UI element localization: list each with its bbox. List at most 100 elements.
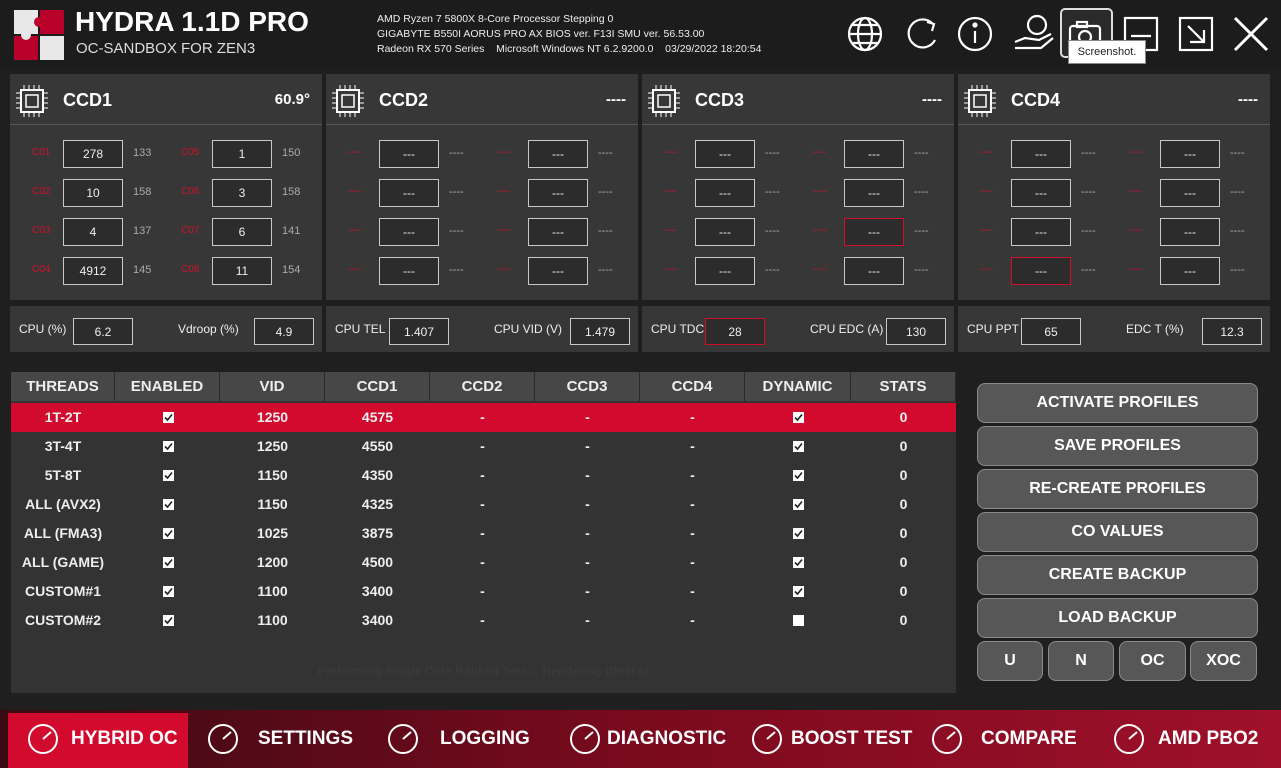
checkbox-cell[interactable]: [745, 490, 851, 519]
nav-item[interactable]: HYBRID OC: [71, 728, 178, 749]
core-value[interactable]: ---: [1011, 179, 1071, 207]
core-value[interactable]: 6: [212, 218, 272, 246]
core-value[interactable]: ---: [528, 257, 588, 285]
checkbox-checked[interactable]: [162, 557, 174, 568]
core-value[interactable]: ---: [379, 257, 439, 285]
checkbox-cell[interactable]: [115, 461, 220, 490]
stat-value[interactable]: 6.2: [73, 318, 133, 345]
stat-value[interactable]: 28: [705, 318, 765, 345]
core-value[interactable]: ---: [1160, 218, 1220, 246]
checkbox-cell[interactable]: [745, 577, 851, 606]
core-value[interactable]: ---: [695, 218, 755, 246]
core-value[interactable]: ---: [844, 140, 904, 168]
checkbox-cell[interactable]: [745, 432, 851, 461]
checkbox-cell[interactable]: [115, 490, 220, 519]
core-value[interactable]: ---: [528, 140, 588, 168]
core-value[interactable]: ---: [528, 218, 588, 246]
stat-value[interactable]: 1.407: [389, 318, 449, 345]
nav-item[interactable]: COMPARE: [981, 728, 1077, 749]
stat-value[interactable]: 12.3: [1202, 318, 1262, 345]
checkbox-cell[interactable]: [745, 606, 851, 635]
core-value[interactable]: ---: [844, 218, 904, 246]
core-value[interactable]: ---: [379, 179, 439, 207]
donate-icon[interactable]: [1014, 14, 1054, 50]
action-button[interactable]: RE-CREATE PROFILES: [977, 469, 1258, 509]
checkbox-cell[interactable]: [745, 461, 851, 490]
checkbox-checked[interactable]: [793, 441, 804, 452]
checkbox-checked[interactable]: [793, 586, 804, 597]
checkbox-checked[interactable]: [793, 470, 804, 481]
nav-item[interactable]: DIAGNOSTIC: [607, 728, 727, 749]
core-value[interactable]: ---: [1011, 257, 1071, 285]
nav-icon[interactable]: [930, 722, 964, 756]
checkbox-checked[interactable]: [162, 586, 174, 597]
nav-item[interactable]: SETTINGS: [258, 728, 354, 749]
checkbox-checked[interactable]: [793, 557, 804, 568]
stat-value[interactable]: 130: [886, 318, 946, 345]
mode-button[interactable]: N: [1048, 641, 1114, 681]
checkbox-checked[interactable]: [162, 470, 174, 481]
core-value[interactable]: ---: [1160, 257, 1220, 285]
action-button[interactable]: CO VALUES: [977, 512, 1258, 552]
info-icon[interactable]: [957, 16, 993, 52]
nav-icon[interactable]: [26, 722, 60, 756]
checkbox-cell[interactable]: [115, 548, 220, 577]
core-value[interactable]: ---: [379, 140, 439, 168]
core-value[interactable]: 4912: [63, 257, 123, 285]
core-value[interactable]: 4: [63, 218, 123, 246]
core-value[interactable]: ---: [1011, 140, 1071, 168]
action-button[interactable]: ACTIVATE PROFILES: [977, 383, 1258, 423]
core-value[interactable]: ---: [695, 140, 755, 168]
core-value[interactable]: ---: [1011, 218, 1071, 246]
core-value[interactable]: ---: [1160, 179, 1220, 207]
checkbox-checked[interactable]: [162, 528, 174, 539]
checkbox-cell[interactable]: [745, 403, 851, 432]
checkbox-cell[interactable]: [745, 548, 851, 577]
checkbox-cell[interactable]: [115, 403, 220, 432]
action-button[interactable]: SAVE PROFILES: [977, 426, 1258, 466]
checkbox-cell[interactable]: [745, 519, 851, 548]
stat-value[interactable]: 1.479: [570, 318, 630, 345]
nav-icon[interactable]: [750, 722, 784, 756]
action-button[interactable]: CREATE BACKUP: [977, 555, 1258, 595]
checkbox-cell[interactable]: [115, 519, 220, 548]
core-value[interactable]: ---: [528, 179, 588, 207]
core-value[interactable]: ---: [695, 257, 755, 285]
nav-item[interactable]: AMD PBO2: [1158, 728, 1259, 749]
checkbox-checked[interactable]: [793, 528, 804, 539]
core-value[interactable]: ---: [1160, 140, 1220, 168]
core-value[interactable]: 278: [63, 140, 123, 168]
checkbox-unchecked[interactable]: [793, 615, 804, 626]
nav-icon[interactable]: [1112, 722, 1146, 756]
stat-value[interactable]: 4.9: [254, 318, 314, 345]
checkbox-checked[interactable]: [162, 441, 174, 452]
checkbox-checked[interactable]: [162, 412, 174, 423]
close-icon[interactable]: [1233, 16, 1269, 52]
nav-item[interactable]: LOGGING: [440, 728, 530, 749]
globe-icon[interactable]: [847, 16, 883, 52]
restore-icon[interactable]: [1178, 16, 1214, 52]
checkbox-checked[interactable]: [793, 499, 804, 510]
refresh-icon[interactable]: [907, 18, 936, 49]
core-value[interactable]: 1: [212, 140, 272, 168]
nav-icon[interactable]: [386, 722, 420, 756]
nav-item[interactable]: BOOST TEST: [791, 728, 913, 749]
checkbox-checked[interactable]: [162, 499, 174, 510]
action-button[interactable]: LOAD BACKUP: [977, 598, 1258, 638]
checkbox-cell[interactable]: [115, 606, 220, 635]
nav-icon[interactable]: [206, 722, 240, 756]
core-value[interactable]: ---: [379, 218, 439, 246]
core-value[interactable]: ---: [695, 179, 755, 207]
core-value[interactable]: 11: [212, 257, 272, 285]
mode-button[interactable]: XOC: [1190, 641, 1257, 681]
core-value[interactable]: 10: [63, 179, 123, 207]
core-value[interactable]: 3: [212, 179, 272, 207]
checkbox-checked[interactable]: [162, 615, 174, 626]
checkbox-cell[interactable]: [115, 432, 220, 461]
checkbox-checked[interactable]: [793, 412, 804, 423]
core-value[interactable]: ---: [844, 257, 904, 285]
mode-button[interactable]: U: [977, 641, 1043, 681]
core-value[interactable]: ---: [844, 179, 904, 207]
stat-value[interactable]: 65: [1021, 318, 1081, 345]
nav-icon[interactable]: [568, 722, 602, 756]
